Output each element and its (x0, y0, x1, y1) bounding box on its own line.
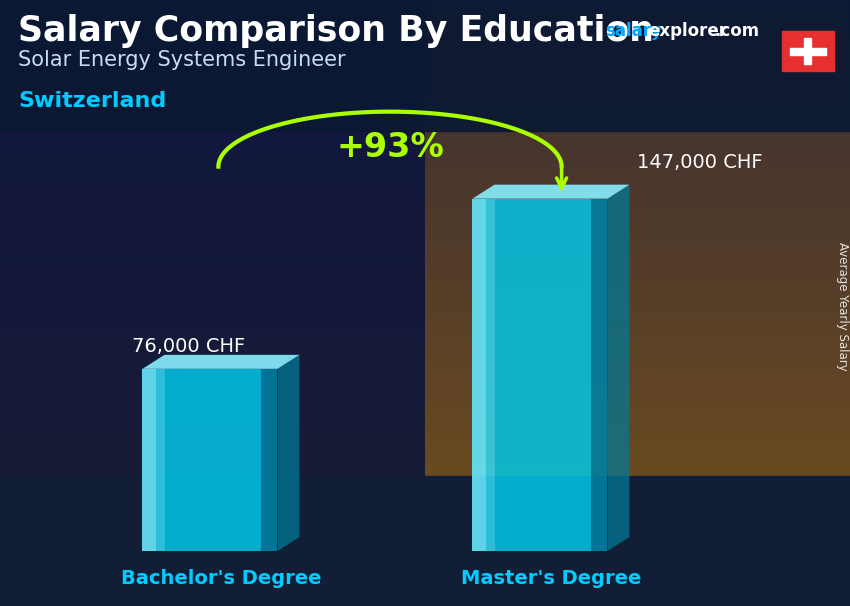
Text: 147,000 CHF: 147,000 CHF (638, 153, 763, 172)
Text: Solar Energy Systems Engineer: Solar Energy Systems Engineer (18, 50, 346, 70)
Text: +93%: +93% (336, 131, 444, 164)
Bar (0, 0, 850, 131)
Text: .com: .com (714, 22, 759, 40)
Bar (473, 199, 486, 551)
Text: Master's Degree: Master's Degree (461, 568, 641, 587)
Bar (473, 199, 608, 551)
Polygon shape (143, 355, 299, 369)
Text: Bachelor's Degree: Bachelor's Degree (121, 568, 321, 587)
Bar (261, 369, 277, 551)
Bar (790, 47, 826, 55)
Text: salary: salary (605, 22, 662, 40)
Bar (143, 369, 277, 551)
Bar (486, 199, 496, 551)
Text: 76,000 CHF: 76,000 CHF (133, 338, 246, 356)
Polygon shape (473, 185, 630, 199)
Bar (592, 199, 608, 551)
Bar (143, 369, 156, 551)
Text: Average Yearly Salary: Average Yearly Salary (836, 242, 849, 370)
Bar (782, 31, 834, 71)
Text: Switzerland: Switzerland (18, 91, 167, 111)
Polygon shape (608, 185, 630, 551)
Bar (156, 369, 166, 551)
Text: explorer: explorer (648, 22, 727, 40)
Text: Salary Comparison By Education: Salary Comparison By Education (18, 14, 654, 48)
Bar (804, 38, 812, 64)
Polygon shape (277, 355, 299, 551)
